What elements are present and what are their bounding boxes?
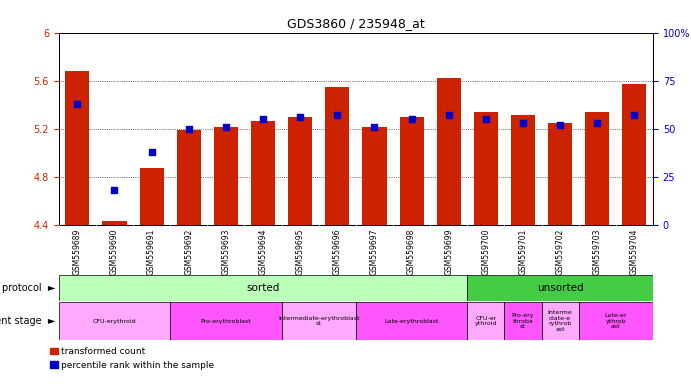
Text: Intermediate-erythroblast
st: Intermediate-erythroblast st [278,316,359,326]
Text: GSM559700: GSM559700 [482,228,491,275]
Text: GSM559704: GSM559704 [630,228,639,275]
Point [72,101,83,107]
Text: Interme
diate-e
rythrob
ast: Interme diate-e rythrob ast [548,310,573,332]
Bar [288,117,312,225]
Text: GSM559690: GSM559690 [110,228,119,275]
Bar [59,302,170,340]
Title: GDS3860 / 235948_at: GDS3860 / 235948_at [287,17,425,30]
Text: GSM559692: GSM559692 [184,228,193,275]
Bar [437,78,461,225]
Point [258,116,269,122]
Bar [399,117,424,225]
Bar [251,121,275,225]
Bar [362,127,386,225]
Text: GSM559702: GSM559702 [556,228,565,275]
Bar [170,302,281,340]
Point [109,187,120,193]
Point [443,112,454,118]
Bar [548,122,572,225]
Text: Late-erythroblast: Late-erythroblast [384,318,439,324]
Bar [356,302,467,340]
Bar [177,130,201,225]
Point [369,124,380,130]
Text: GSM559693: GSM559693 [221,228,230,275]
Bar [325,87,350,225]
Text: Pro-ery
throba
st: Pro-ery throba st [512,313,534,329]
Text: Pro-erythroblast: Pro-erythroblast [200,318,252,324]
Bar [585,112,609,225]
Point [480,116,491,122]
Text: Late-er
ythrob
ast: Late-er ythrob ast [605,313,627,329]
Bar [467,302,504,340]
Bar [474,112,498,225]
Bar [467,275,653,301]
Point [220,124,231,130]
Bar [214,127,238,225]
Point [183,126,194,132]
Text: GSM559696: GSM559696 [333,228,342,275]
Bar [542,302,578,340]
Bar [504,302,542,340]
Text: GSM559703: GSM559703 [593,228,602,275]
Text: sorted: sorted [246,283,280,293]
Point [629,112,640,118]
Bar [511,116,535,225]
Point [146,149,157,155]
Bar [281,302,356,340]
Text: protocol  ►: protocol ► [2,283,55,293]
Text: unsorted: unsorted [537,283,583,293]
Bar [578,302,653,340]
Text: GSM559698: GSM559698 [407,228,416,275]
Point [591,120,603,126]
Text: GSM559701: GSM559701 [518,228,527,275]
Text: GSM559699: GSM559699 [444,228,453,275]
Text: CFU-er
ythroid: CFU-er ythroid [475,316,497,326]
Point [518,120,529,126]
Legend: transformed count, percentile rank within the sample: transformed count, percentile rank withi… [47,344,218,373]
Text: CFU-erythroid: CFU-erythroid [93,318,136,324]
Point [332,112,343,118]
Point [555,122,566,128]
Bar [623,84,647,225]
Text: development stage  ►: development stage ► [0,316,55,326]
Bar [140,168,164,225]
Text: GSM559691: GSM559691 [147,228,156,275]
Bar [65,71,89,225]
Point [294,114,305,120]
Point [406,116,417,122]
Bar [59,275,467,301]
Text: GSM559689: GSM559689 [73,228,82,275]
Text: GSM559697: GSM559697 [370,228,379,275]
Text: GSM559694: GSM559694 [258,228,267,275]
Text: GSM559695: GSM559695 [296,228,305,275]
Bar [102,221,126,225]
